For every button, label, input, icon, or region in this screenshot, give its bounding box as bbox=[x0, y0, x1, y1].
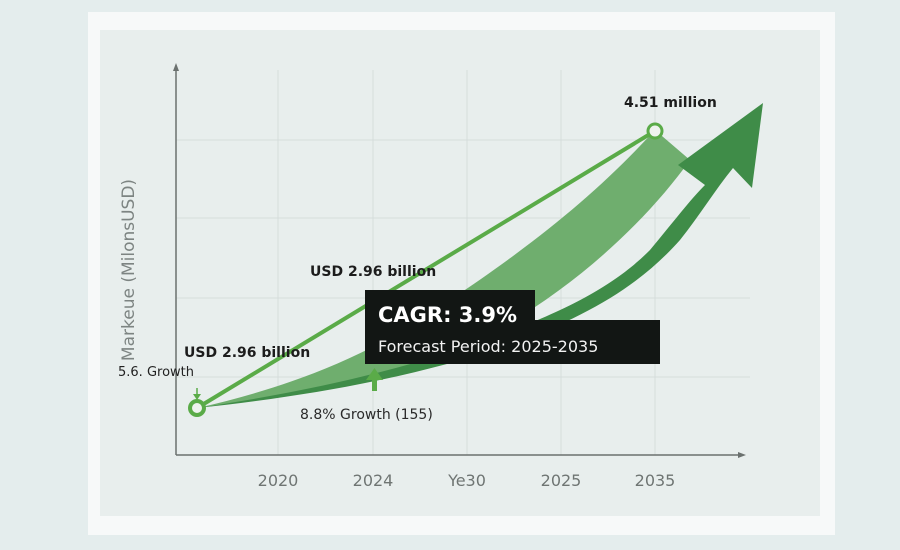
data-point-end bbox=[646, 122, 664, 140]
annotation-mid-growth: 8.8% Growth (155) bbox=[300, 407, 433, 423]
start-arrow-head-icon bbox=[193, 394, 201, 400]
x-tick-label: 2025 bbox=[541, 471, 582, 490]
series-line bbox=[195, 129, 657, 410]
x-tick-label: Ye30 bbox=[447, 471, 486, 490]
plot-panel bbox=[100, 30, 820, 516]
mid-arrow-head-icon bbox=[366, 368, 383, 380]
annotation-end-value: 4.51 million bbox=[624, 95, 717, 111]
x-tick-label: 2035 bbox=[635, 471, 676, 490]
annotation-start-value: USD 2.96 billion bbox=[184, 345, 310, 361]
callout-period: Forecast Period: 2025-2035 bbox=[378, 337, 598, 356]
y-axis-arrow-icon bbox=[173, 63, 179, 71]
data-point-start bbox=[188, 399, 206, 417]
forecast-band-light bbox=[197, 130, 690, 408]
callout-box-bottom bbox=[365, 320, 660, 364]
callout-cagr: CAGR: 3.9% bbox=[378, 303, 517, 327]
mid-arrow-icon bbox=[372, 377, 377, 391]
annotation-start-growth: 5.6. Growth bbox=[118, 365, 194, 380]
x-axis-arrow-icon bbox=[738, 452, 746, 458]
x-tick-labels: 2020 2024 Ye30 2025 2035 bbox=[258, 471, 676, 490]
x-tick-label: 2020 bbox=[258, 471, 299, 490]
y-axis-label: Markeue (MilonsUSD) bbox=[119, 179, 139, 361]
x-tick-label: 2024 bbox=[353, 471, 394, 490]
annotation-mid-value: USD 2.96 billion bbox=[310, 264, 436, 280]
